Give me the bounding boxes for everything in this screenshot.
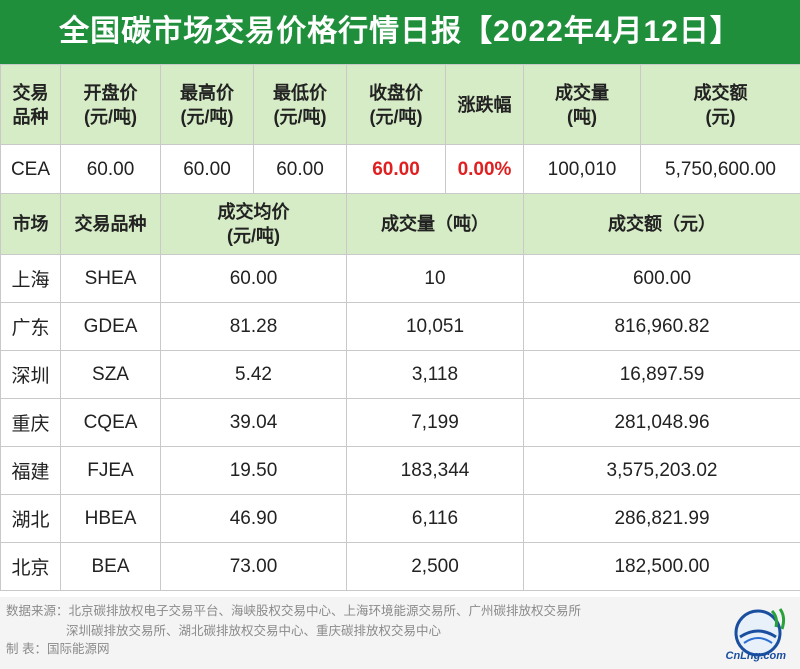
cell-volume: 2,500: [346, 542, 524, 591]
cell-volume: 6,116: [346, 494, 524, 543]
cell-amount: 600.00: [523, 254, 800, 303]
header-avg-price-l2: (元/吨): [227, 226, 280, 246]
cell-market: 广东: [0, 302, 61, 351]
national-header-2-line0: 最高价: [180, 82, 234, 103]
regional-header-row: 市场 交易品种 成交均价 (元/吨) 成交量（吨） 成交额（元）: [0, 193, 800, 255]
national-header-1-line0: 开盘价: [83, 82, 138, 103]
national-header-4: 收盘价 (元/吨): [346, 64, 446, 145]
cell-product: CQEA: [60, 398, 161, 447]
national-cell-7: 5,750,600.00: [640, 144, 800, 195]
cell-product: SHEA: [60, 254, 161, 303]
national-carbon-table: 交易 品种 开盘价 (元/吨) 最高价 (元/吨) 最低价 (元/吨) 收盘价 (元/吨) 涨跌幅成…: [0, 64, 800, 195]
national-data-row: CEA 60.00 60.00 60.00 60.00 0.00% 100,010 5,750…: [0, 144, 800, 195]
cell-avg: 81.28: [160, 302, 347, 351]
cell-product: FJEA: [60, 446, 161, 495]
cell-avg: 5.42: [160, 350, 347, 399]
table-row: 重庆 CQEA 39.04 7,199 281,048.96: [0, 398, 800, 447]
national-header-5: 涨跌幅: [445, 64, 524, 145]
cell-product: GDEA: [60, 302, 161, 351]
data-source: 数据来源：北京碳排放权电子交易平台、海峡股权交易中心、上海环境能源交易所、广州碳…: [6, 601, 666, 641]
cell-amount: 281,048.96: [523, 398, 800, 447]
cnlng-logo-icon: [734, 608, 786, 657]
national-header-7: 成交额 (元): [640, 64, 800, 145]
national-cell-3: 60.00: [253, 144, 347, 195]
cell-volume: 7,199: [346, 398, 524, 447]
national-header-3-line1: (元/吨): [273, 106, 327, 127]
cell-market: 北京: [0, 542, 61, 591]
header-product: 交易品种: [60, 193, 161, 255]
table-row: 深圳 SZA 5.42 3,118 16,897.59: [0, 350, 800, 399]
national-header-6-line1: (吨): [567, 106, 597, 127]
header-market: 市场: [0, 193, 61, 255]
cell-volume: 10,051: [346, 302, 524, 351]
national-header-2: 最高价 (元/吨): [160, 64, 254, 145]
cell-market: 重庆: [0, 398, 61, 447]
cell-amount: 816,960.82: [523, 302, 800, 351]
cell-product: BEA: [60, 542, 161, 591]
cell-amount: 182,500.00: [523, 542, 800, 591]
national-header-7-line1: (元): [705, 106, 736, 127]
table-row: 北京 BEA 73.00 2,500 182,500.00: [0, 542, 800, 591]
cell-amount: 286,821.99: [523, 494, 800, 543]
cell-volume: 3,118: [346, 350, 524, 399]
cell-avg: 46.90: [160, 494, 347, 543]
cell-market: 湖北: [0, 494, 61, 543]
national-header-2-line1: (元/吨): [180, 106, 234, 127]
national-header-0: 交易 品种: [0, 64, 61, 145]
national-header-4-line1: (元/吨): [369, 106, 423, 127]
national-cell-2: 60.00: [160, 144, 254, 195]
national-header-7-line0: 成交额: [693, 82, 748, 103]
table-row: 湖北 HBEA 46.90 6,116 286,821.99: [0, 494, 800, 543]
table-maker: 制 表：国际能源网: [6, 642, 110, 656]
data-source-line2: 深圳碳排放交易所、湖北碳排放权交易中心、重庆碳排放权交易中心: [66, 624, 442, 638]
logo-text: CnLng.com: [725, 650, 787, 662]
cell-volume: 10: [346, 254, 524, 303]
cell-product: SZA: [60, 350, 161, 399]
cell-amount: 16,897.59: [523, 350, 800, 399]
cell-avg: 39.04: [160, 398, 347, 447]
cell-market: 福建: [0, 446, 61, 495]
national-header-0-line0: 交易: [12, 82, 49, 103]
national-header-3-line0: 最低价: [273, 82, 327, 103]
regional-carbon-table: 市场 交易品种 成交均价 (元/吨) 成交量（吨） 成交额（元） 上海 SHEA 60…: [0, 193, 800, 591]
cell-avg: 19.50: [160, 446, 347, 495]
cell-market: 上海: [0, 254, 61, 303]
national-header-1-line1: (元/吨): [84, 106, 137, 127]
cell-amount: 3,575,203.02: [523, 446, 800, 495]
header-avg-price: 成交均价 (元/吨): [160, 193, 347, 255]
cell-volume: 183,344: [346, 446, 524, 495]
national-header-1: 开盘价 (元/吨): [60, 64, 161, 145]
header-avg-price-l1: 成交均价: [217, 202, 290, 222]
cell-product: HBEA: [60, 494, 161, 543]
table-row: 福建 FJEA 19.50 183,344 3,575,203.02: [0, 446, 800, 495]
footer: 数据来源：北京碳排放权电子交易平台、海峡股权交易中心、上海环境能源交易所、广州碳…: [0, 597, 800, 669]
table-row: 上海 SHEA 60.00 10 600.00: [0, 254, 800, 303]
national-header-row: 交易 品种 开盘价 (元/吨) 最高价 (元/吨) 最低价 (元/吨) 收盘价 (元/吨) 涨跌幅成…: [0, 64, 800, 145]
national-header-4-line0: 收盘价: [369, 82, 423, 103]
header-volume: 成交量（吨）: [346, 193, 524, 255]
cell-market: 深圳: [0, 350, 61, 399]
data-source-line1: 数据来源：北京碳排放权电子交易平台、海峡股权交易中心、上海环境能源交易所、广州碳…: [6, 604, 582, 618]
cell-avg: 60.00: [160, 254, 347, 303]
national-header-5-line0: 涨跌幅: [457, 94, 512, 115]
national-cell-1: 60.00: [60, 144, 161, 195]
national-cell-6: 100,010: [523, 144, 641, 195]
national-header-0-line1: 品种: [12, 106, 49, 127]
national-cell-5: 0.00%: [445, 144, 524, 195]
table-row: 广东 GDEA 81.28 10,051 816,960.82: [0, 302, 800, 351]
page-title: 全国碳市场交易价格行情日报【2022年4月12日】: [0, 0, 800, 64]
national-cell-4: 60.00: [346, 144, 446, 195]
national-header-6: 成交量 (吨): [523, 64, 641, 145]
national-header-6-line0: 成交量: [555, 82, 609, 103]
cell-avg: 73.00: [160, 542, 347, 591]
national-header-3: 最低价 (元/吨): [253, 64, 347, 145]
national-cell-0: CEA: [0, 144, 61, 195]
header-amount: 成交额（元）: [523, 193, 800, 255]
